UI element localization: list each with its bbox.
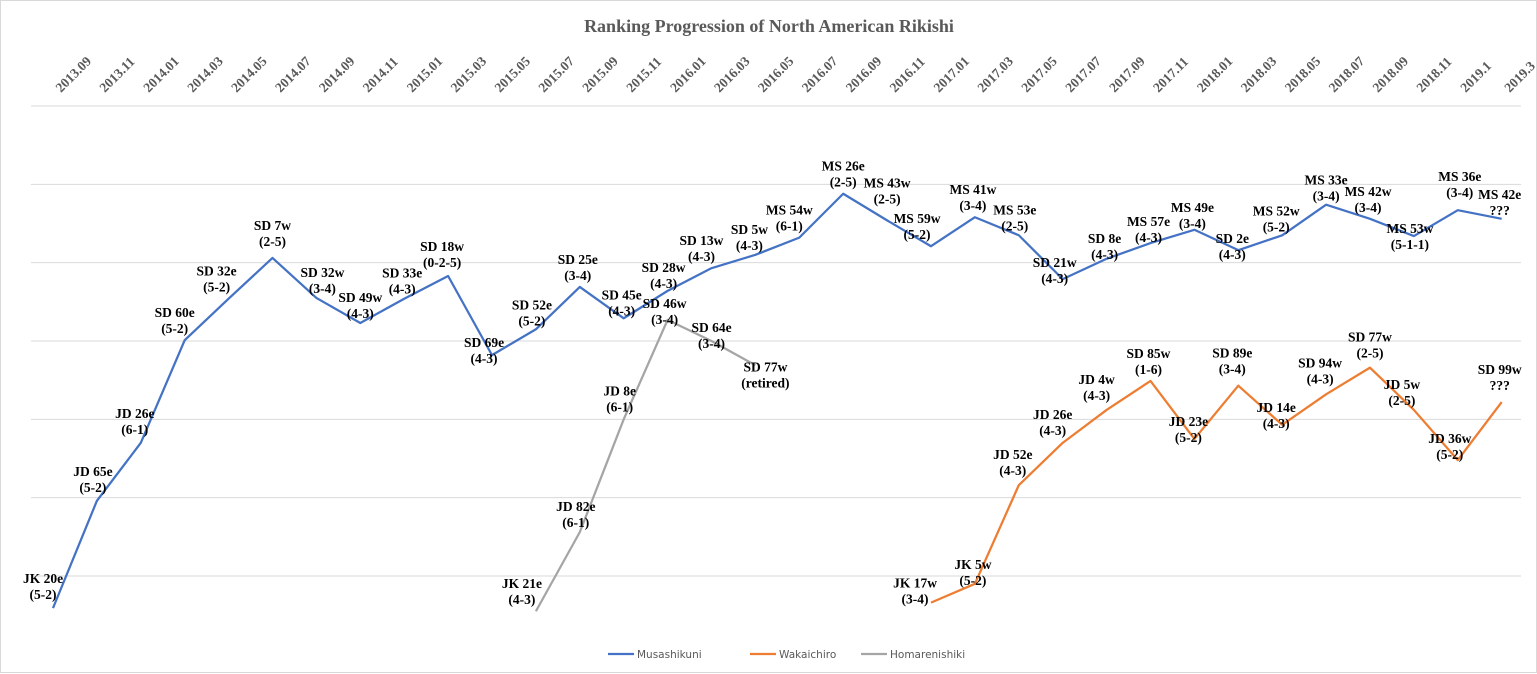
data-label-musashikuni: MS 26e(2-5) <box>822 159 865 190</box>
data-label-musashikuni: SD 25e(3-4) <box>558 252 598 283</box>
x-tick-label: 2019.3 <box>1501 58 1537 95</box>
x-tick-label: 2018.09 <box>1370 53 1412 95</box>
data-label-wakaichiro: JD 5w(2-5) <box>1384 377 1421 408</box>
x-tick-label: 2015.09 <box>579 53 621 95</box>
data-label-musashikuni: SD 49w(4-3) <box>338 290 382 321</box>
data-label-musashikuni: SD 8e(4-3) <box>1088 231 1121 262</box>
data-label-musashikuni: MS 53w(5-1-1) <box>1386 221 1433 252</box>
x-tick-label: 2013.09 <box>53 53 95 95</box>
data-label-wakaichiro: JD 26e(4-3) <box>1033 407 1072 438</box>
data-label-homarenishiki: JD 82e(6-1) <box>556 499 595 530</box>
data-label-musashikuni: SD 5w(4-3) <box>731 222 768 253</box>
x-tick-label: 2018.03 <box>1238 53 1280 95</box>
x-tick-label: 2013.11 <box>96 54 137 95</box>
x-tick-label: 2016.09 <box>843 53 885 95</box>
x-tick-label: 2015.05 <box>492 53 534 95</box>
x-tick-label: 2014.07 <box>272 53 314 95</box>
data-label-musashikuni: SD 45e(4-3) <box>602 287 642 318</box>
data-label-homarenishiki: JD 8e(6-1) <box>603 383 636 414</box>
data-label-musashikuni: JD 26e(6-1) <box>115 406 154 437</box>
data-label-musashikuni: SD 7w(2-5) <box>254 218 291 249</box>
data-label-wakaichiro: JD 14e(4-3) <box>1257 400 1296 431</box>
data-label-wakaichiro: JD 52e(4-3) <box>993 447 1032 478</box>
x-tick-label: 2016.01 <box>667 53 709 95</box>
x-tick-label: 2016.07 <box>799 53 841 95</box>
data-label-homarenishiki: SD 64e(3-4) <box>691 320 731 351</box>
x-tick-label: 2017.01 <box>931 53 973 95</box>
x-tick-label: 2015.03 <box>448 53 490 95</box>
x-tick-label: 2017.05 <box>1018 53 1060 95</box>
data-label-wakaichiro: JK 17w(3-4) <box>893 576 937 607</box>
data-label-musashikuni: MS 59w(5-2) <box>894 211 941 242</box>
data-label-musashikuni: SD 13w(4-3) <box>680 233 724 264</box>
data-label-wakaichiro: SD 85w(1-6) <box>1127 346 1171 377</box>
x-tick-label: 2018.05 <box>1282 53 1324 95</box>
data-label-musashikuni: SD 2e(4-3) <box>1216 231 1249 262</box>
data-label-musashikuni: MS 43w(2-5) <box>864 175 911 206</box>
x-tick-label: 2015.07 <box>535 53 577 95</box>
x-tick-label: 2014.09 <box>316 53 358 95</box>
legend-label: Homarenishiki <box>890 649 965 661</box>
x-tick-label: 2016.11 <box>887 54 928 95</box>
legend-label: Wakaichiro <box>779 649 836 661</box>
data-label-homarenishiki: SD 77w(retired) <box>741 359 789 390</box>
x-tick-label: 2015.11 <box>623 54 664 95</box>
series-line-wakaichiro <box>931 368 1502 603</box>
data-label-musashikuni: SD 21w(4-3) <box>1033 255 1077 286</box>
x-tick-label: 2016.03 <box>711 53 753 95</box>
x-tick-label: 2014.01 <box>140 53 182 95</box>
data-label-wakaichiro: JD 4w(4-3) <box>1078 372 1115 403</box>
data-label-musashikuni: SD 18w(0-2-5) <box>420 239 464 270</box>
x-tick-label: 2016.05 <box>755 53 797 95</box>
x-tick-label: 2014.03 <box>184 53 226 95</box>
data-label-wakaichiro: SD 99w??? <box>1478 362 1522 393</box>
legend: Musashikuni Wakaichiro Homarenishiki <box>608 649 965 661</box>
data-label-wakaichiro: SD 89e(3-4) <box>1212 346 1252 377</box>
data-label-musashikuni: SD 52e(5-2) <box>512 297 552 328</box>
data-label-musashikuni: MS 42e??? <box>1478 187 1521 218</box>
x-tick-label: 2018.07 <box>1326 53 1368 95</box>
x-tick-label: 2019.1 <box>1457 58 1494 95</box>
x-tick-label: 2017.07 <box>1062 53 1104 95</box>
data-label-musashikuni: MS 57e(4-3) <box>1127 214 1170 245</box>
chart-title: Ranking Progression of North American Ri… <box>584 16 954 36</box>
data-label-wakaichiro: SD 77w(2-5) <box>1348 330 1392 361</box>
data-label-wakaichiro: JK 5w(5-2) <box>954 557 991 588</box>
data-label-musashikuni: MS 42w(3-4) <box>1345 184 1392 215</box>
data-label-homarenishiki: SD 46w(3-4) <box>643 296 687 327</box>
x-tick-label: 2017.03 <box>974 53 1016 95</box>
data-label-musashikuni: MS 52w(5-2) <box>1253 203 1300 234</box>
data-label-musashikuni: MS 33e(3-4) <box>1305 173 1348 204</box>
x-tick-label: 2014.05 <box>228 53 270 95</box>
data-label-musashikuni: SD 60e(5-2) <box>155 305 195 336</box>
x-tick-label: 2015.01 <box>404 53 446 95</box>
data-label-musashikuni: SD 32e(5-2) <box>197 264 237 295</box>
gridlines <box>31 106 1521 576</box>
data-label-musashikuni: MS 54w(6-1) <box>766 203 813 234</box>
x-tick-label: 2014.11 <box>360 54 401 95</box>
data-label-musashikuni: SD 28w(4-3) <box>642 260 686 291</box>
data-label-musashikuni: JD 65e(5-2) <box>73 464 112 495</box>
series-line-homarenishiki <box>536 320 756 611</box>
legend-item-homarenishiki: Homarenishiki <box>861 649 965 661</box>
legend-label: Musashikuni <box>637 649 702 661</box>
data-label-musashikuni: MS 41w(3-4) <box>949 182 996 213</box>
legend-item-wakaichiro: Wakaichiro <box>750 649 836 661</box>
x-tick-label: 2017.09 <box>1106 53 1148 95</box>
x-tick-label: 2017.11 <box>1150 54 1191 95</box>
data-label-homarenishiki: JK 21e(4-3) <box>502 576 542 607</box>
x-tick-label: 2018.11 <box>1413 54 1454 95</box>
legend-item-musashikuni: Musashikuni <box>608 649 702 661</box>
data-label-wakaichiro: JD 36w(5-2) <box>1428 431 1471 462</box>
x-tick-label: 2018.01 <box>1194 53 1236 95</box>
data-label-wakaichiro: SD 94w(4-3) <box>1298 355 1342 386</box>
data-label-musashikuni: MS 49e(3-4) <box>1171 200 1214 231</box>
